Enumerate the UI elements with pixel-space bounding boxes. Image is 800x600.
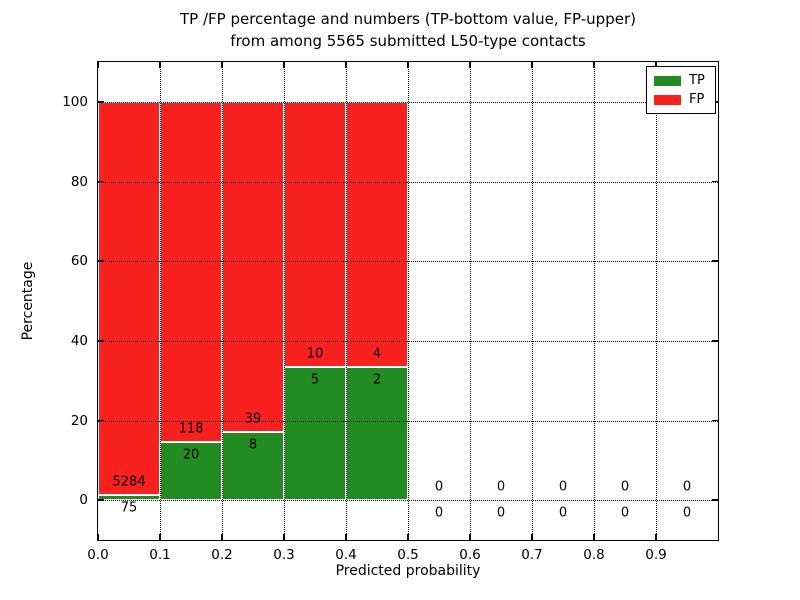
x-tick-bottom [283,534,285,540]
legend-swatch-fp [654,94,681,105]
y-tick-right [712,340,718,342]
legend-entry-fp: FP [654,93,708,106]
bar-segment-tp [222,432,284,501]
tp-count-label: 75 [120,500,138,516]
gridline-vertical [222,62,223,540]
x-tick-top [97,62,99,68]
tp-count-label: 20 [182,447,200,463]
bar-segment-fp [160,101,222,443]
gridline-vertical [284,62,285,540]
bar-segment-fp [222,101,284,433]
x-tick-label: 0.5 [397,547,419,563]
bar-segment-fp [346,101,408,368]
x-tick-bottom [407,534,409,540]
y-tick-left [98,499,104,501]
tp-count-label: 0 [620,505,630,521]
gridline-vertical [346,62,347,540]
fp-count-label: 0 [682,479,692,495]
y-tick-left [98,180,104,183]
x-tick-bottom [159,534,161,540]
tp-count-label: 8 [248,437,258,453]
fp-count-label: 0 [620,479,630,495]
fp-count-label: 10 [306,346,324,362]
legend-entry-tp: TP [654,74,708,87]
gridline-vertical [160,62,161,540]
fp-count-label: 118 [178,421,204,437]
y-tick-right [712,260,718,262]
x-tick-label: 0.4 [335,547,357,563]
x-tick-top [469,62,471,68]
bar-segment-tp [346,367,408,501]
y-tick-label: 40 [70,332,88,349]
x-tick-bottom [469,534,471,540]
fp-count-label: 0 [496,479,506,495]
bar-segment-fp [98,101,160,495]
tp-count-label: 2 [372,372,382,388]
y-tick-label: 20 [70,412,88,429]
x-tick-top [345,62,347,68]
gridline-vertical [594,62,595,540]
x-tick-label: 0.6 [459,547,481,563]
y-tick-label: 80 [70,173,88,190]
x-tick-label: 0.0 [87,547,109,563]
x-tick-label: 0.8 [583,547,605,563]
tp-count-label: 5 [310,372,320,388]
bar-segment-tp [98,494,160,501]
fp-count-label: 5284 [112,474,146,490]
x-tick-label: 0.9 [645,547,667,563]
x-axis-label: Predicted probability [335,563,481,579]
x-tick-bottom [97,534,99,540]
y-tick-left [98,260,104,262]
gridline-vertical [470,62,471,540]
chart-title: TP /FP percentage and numbers (TP-bottom… [98,8,718,52]
x-tick-top [655,62,657,68]
x-tick-top [283,62,285,68]
fp-count-label: 4 [372,346,382,362]
gridline-vertical [656,62,657,540]
x-tick-bottom [221,534,223,540]
fp-count-label: 0 [434,479,444,495]
y-tick-label: 0 [79,492,88,509]
y-tick-right [712,419,718,422]
x-tick-label: 0.3 [273,547,295,563]
x-tick-top [531,62,533,68]
y-tick-label: 100 [62,93,88,110]
gridline-vertical [408,62,409,540]
x-tick-bottom [655,534,657,540]
x-tick-top [593,62,595,68]
tp-count-label: 0 [682,505,692,521]
x-tick-bottom [345,534,347,540]
x-tick-top [159,62,161,68]
fp-count-label: 39 [244,411,262,427]
y-tick-right [712,499,718,501]
chart-title-line2: from among 5565 submitted L50-type conta… [230,32,586,50]
fp-count-label: 0 [558,479,568,495]
legend-swatch-tp [654,75,681,86]
tp-count-label: 0 [558,505,568,521]
legend: TP FP [646,66,716,114]
y-tick-label: 60 [70,253,88,270]
chart-title-line1: TP /FP percentage and numbers (TP-bottom… [180,10,636,28]
y-tick-left [98,101,104,103]
y-tick-left [98,340,104,342]
x-tick-bottom [593,534,595,540]
y-tick-right [712,180,718,183]
legend-label: TP [689,73,705,88]
y-tick-left [98,419,104,422]
bar-segment-fp [284,101,346,368]
x-tick-label: 0.2 [211,547,233,563]
tp-count-label: 0 [434,505,444,521]
tp-count-label: 0 [496,505,506,521]
x-tick-label: 0.7 [521,547,543,563]
x-tick-top [407,62,409,68]
legend-label: FP [689,92,705,107]
x-tick-label: 0.1 [149,547,171,563]
x-tick-bottom [531,534,533,540]
x-tick-top [221,62,223,68]
y-axis-label: Percentage [20,261,36,341]
gridline-vertical [532,62,533,540]
